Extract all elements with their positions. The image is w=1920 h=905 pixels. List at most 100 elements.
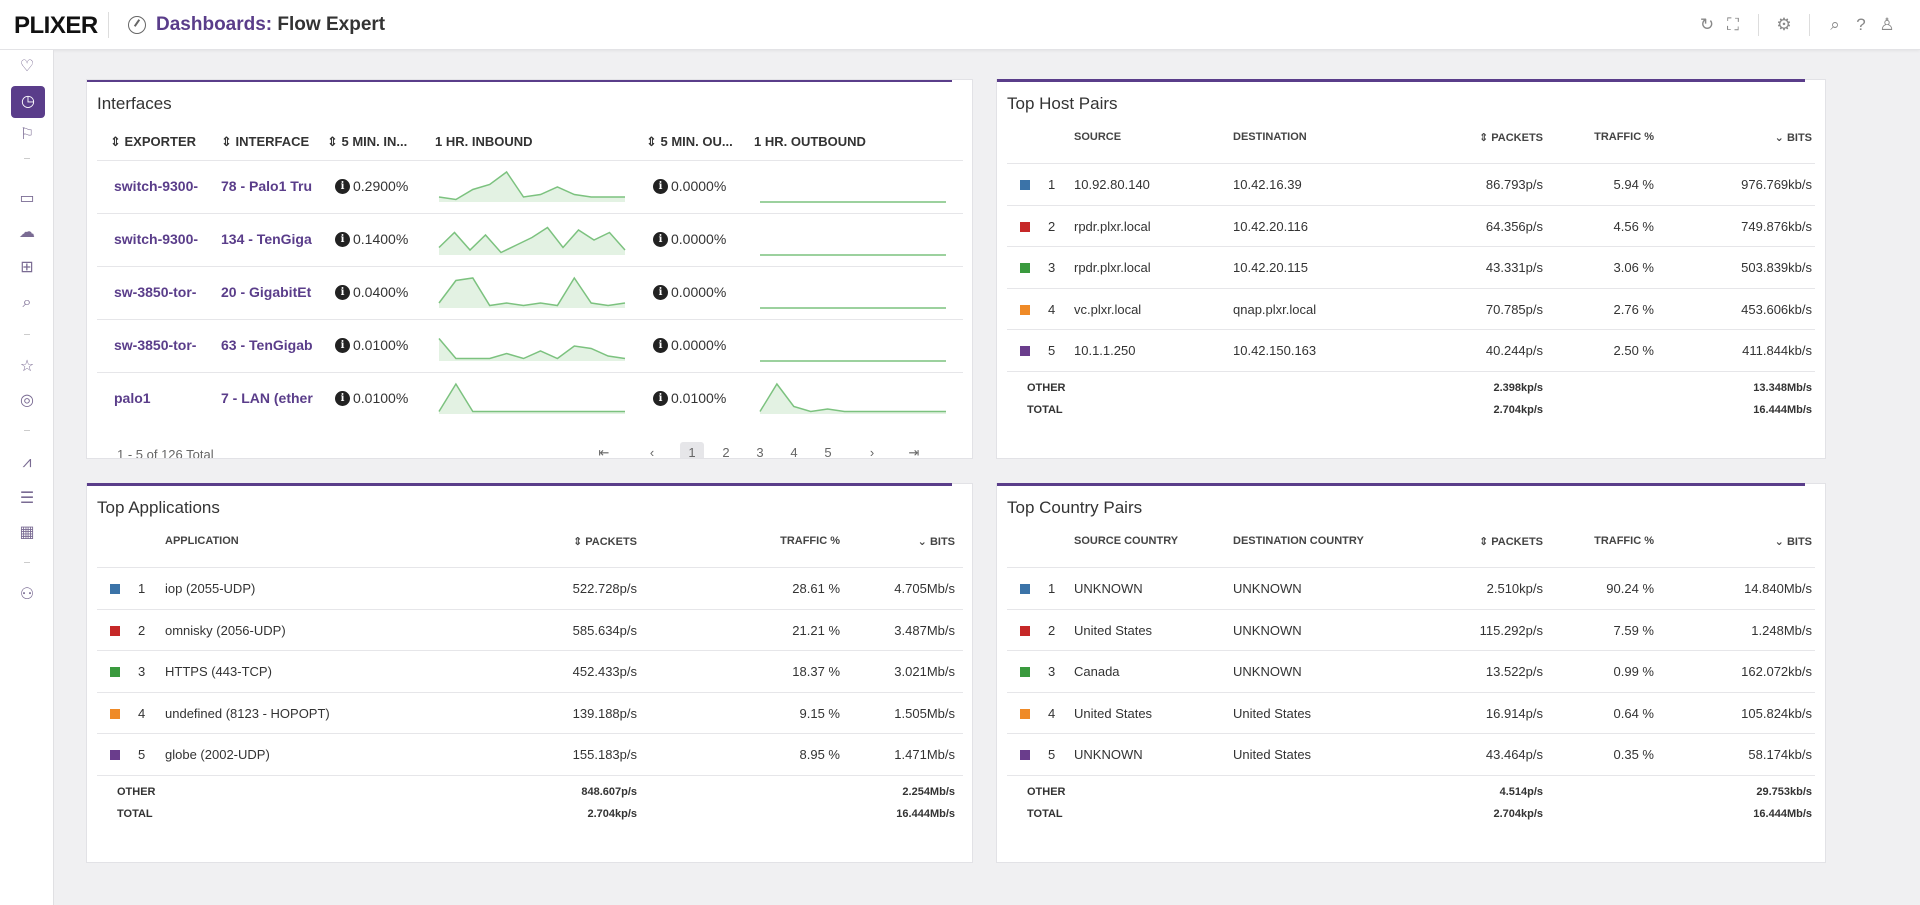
exporter-link[interactable]: sw-3850-tor- [114, 337, 197, 353]
info-icon[interactable]: i [335, 179, 350, 194]
interface-link[interactable]: 78 - Palo1 Tru [221, 178, 313, 194]
map-icon[interactable]: ⚐ [19, 126, 35, 143]
packets-value: 64.356p/s [1485, 218, 1543, 234]
cloud-icon[interactable]: ☁ [19, 224, 35, 241]
radar-icon[interactable]: ◎ [20, 392, 34, 409]
table-row[interactable] [1007, 289, 1815, 330]
table-row[interactable] [97, 610, 963, 651]
series-color-swatch [1020, 625, 1030, 636]
source-value: vc.plxr.local [1074, 301, 1142, 317]
table-row[interactable] [1007, 164, 1815, 206]
bits-value: 1.248Mb/s [1751, 622, 1812, 638]
col-source: SOURCE [1074, 131, 1122, 143]
info-icon[interactable]: i [653, 179, 668, 194]
info-icon[interactable]: i [335, 391, 350, 406]
exporter-link[interactable]: switch-9300- [114, 178, 199, 194]
info-icon[interactable]: i [653, 391, 668, 406]
header-toolbar: ↻ ⛶ ⚙ ⌕ ? ♙ [1694, 14, 1900, 36]
col-bits[interactable]: ⌄ BITS [917, 536, 955, 548]
info-icon[interactable]: i [653, 338, 668, 353]
page-4[interactable]: 4 [790, 445, 798, 459]
help-icon[interactable]: ? [1856, 15, 1866, 34]
source-value: Canada [1074, 664, 1120, 679]
table-row[interactable] [97, 693, 963, 734]
prev-page-icon[interactable]: ‹ [649, 445, 655, 459]
bits-value: 1.505Mb/s [894, 705, 955, 721]
exporter-link[interactable]: sw-3850-tor- [114, 284, 197, 300]
info-icon[interactable]: i [653, 232, 668, 247]
table-row[interactable] [1007, 568, 1815, 610]
next-page-icon[interactable]: › [869, 445, 875, 459]
info-icon[interactable]: i [335, 232, 350, 247]
series-color-swatch [1020, 304, 1030, 315]
interface-link[interactable]: 134 - TenGiga [221, 231, 312, 247]
table-row[interactable] [1007, 693, 1815, 734]
fullscreen-icon[interactable]: ⛶ [1727, 15, 1739, 34]
col-packets[interactable]: ⇕ PACKETS [1478, 132, 1543, 144]
sparkline-line [438, 226, 626, 254]
destination-value: United States [1233, 705, 1312, 721]
series-color-swatch [1020, 263, 1030, 273]
application-value: HTTPS (443-TCP) [165, 664, 272, 679]
application-value: undefined (8123 - HOPOPT) [165, 705, 330, 721]
table-row[interactable] [97, 734, 963, 776]
dashboard-name[interactable]: Flow Expert [277, 14, 386, 35]
list-icon[interactable]: ☰ [19, 490, 35, 507]
col-packets[interactable]: ⇕ PACKETS [572, 536, 637, 548]
page-5[interactable]: 5 [824, 445, 832, 459]
packets-value: 452.433p/s [572, 664, 637, 679]
gear-icon[interactable]: ⚙ [1776, 15, 1792, 34]
heartbeat-icon[interactable]: ♡ [19, 58, 35, 75]
table-row[interactable] [97, 651, 963, 693]
bits-value: 3.487Mb/s [894, 622, 955, 638]
sparkline-line [438, 276, 626, 307]
table-row[interactable] [1007, 610, 1815, 651]
col-bits[interactable]: ⌄ BITS [1774, 132, 1812, 144]
plixer-logo[interactable]: PLIXER [14, 12, 98, 39]
dashboard-icon[interactable]: ◷ [11, 86, 45, 118]
user-settings-icon[interactable]: ⚇ [19, 586, 35, 603]
col-exporter[interactable]: ⇕ EXPORTER [110, 134, 197, 149]
network-icon[interactable]: ⊞ [20, 259, 34, 276]
last-page-icon[interactable]: ⇥ [908, 445, 920, 459]
refresh-icon[interactable]: ↻ [1699, 15, 1715, 34]
info-icon[interactable]: i [335, 285, 350, 300]
total-packets: 2.704kp/s [587, 807, 637, 820]
col-5min-in[interactable]: ⇕ 5 MIN. IN... [327, 134, 408, 149]
table-row[interactable] [1007, 330, 1815, 372]
user-icon[interactable]: ♙ [1879, 15, 1895, 34]
table-row[interactable] [1007, 247, 1815, 289]
search-icon[interactable]: ⌕ [1830, 15, 1840, 34]
col-bits[interactable]: ⌄ BITS [1774, 536, 1812, 548]
other-bits: 2.254Mb/s [902, 785, 955, 798]
other-bits: 13.348Mb/s [1753, 381, 1812, 394]
first-page-icon[interactable]: ⇤ [598, 445, 610, 459]
col-5min-out[interactable]: ⇕ 5 MIN. OU... [646, 134, 733, 149]
page-1[interactable]: 1 [680, 442, 704, 458]
chart-icon[interactable]: ⩘ [22, 454, 32, 471]
packets-value: 522.728p/s [572, 581, 637, 596]
table-row[interactable] [1007, 651, 1815, 693]
other-packets: 2.398kp/s [1493, 381, 1543, 394]
interface-link[interactable]: 63 - TenGigab [221, 337, 313, 353]
search-icon[interactable]: ⌕ [22, 294, 32, 311]
exporter-link[interactable]: switch-9300- [114, 231, 199, 247]
star-icon[interactable]: ☆ [19, 358, 35, 375]
table-row[interactable] [1007, 206, 1815, 247]
table-row[interactable] [1007, 734, 1815, 776]
info-icon[interactable]: i [335, 338, 350, 353]
page-2[interactable]: 2 [722, 445, 730, 459]
col-packets[interactable]: ⇕ PACKETS [1478, 536, 1543, 548]
interface-row [97, 160, 963, 213]
total-packets: 2.704kp/s [1493, 403, 1543, 416]
interface-link[interactable]: 20 - GigabitEt [221, 284, 312, 300]
bits-value: 105.824kb/s [1741, 705, 1812, 721]
page-3[interactable]: 3 [756, 445, 764, 459]
calendar-icon[interactable]: ▦ [19, 524, 35, 541]
exporter-link[interactable]: palo1 [114, 390, 151, 406]
table-row[interactable] [97, 568, 963, 610]
monitor-icon[interactable]: ▭ [19, 190, 35, 207]
info-icon[interactable]: i [653, 285, 668, 300]
col-interface[interactable]: ⇕ INTERFACE [221, 134, 310, 149]
interface-link[interactable]: 7 - LAN (ether [221, 390, 313, 406]
